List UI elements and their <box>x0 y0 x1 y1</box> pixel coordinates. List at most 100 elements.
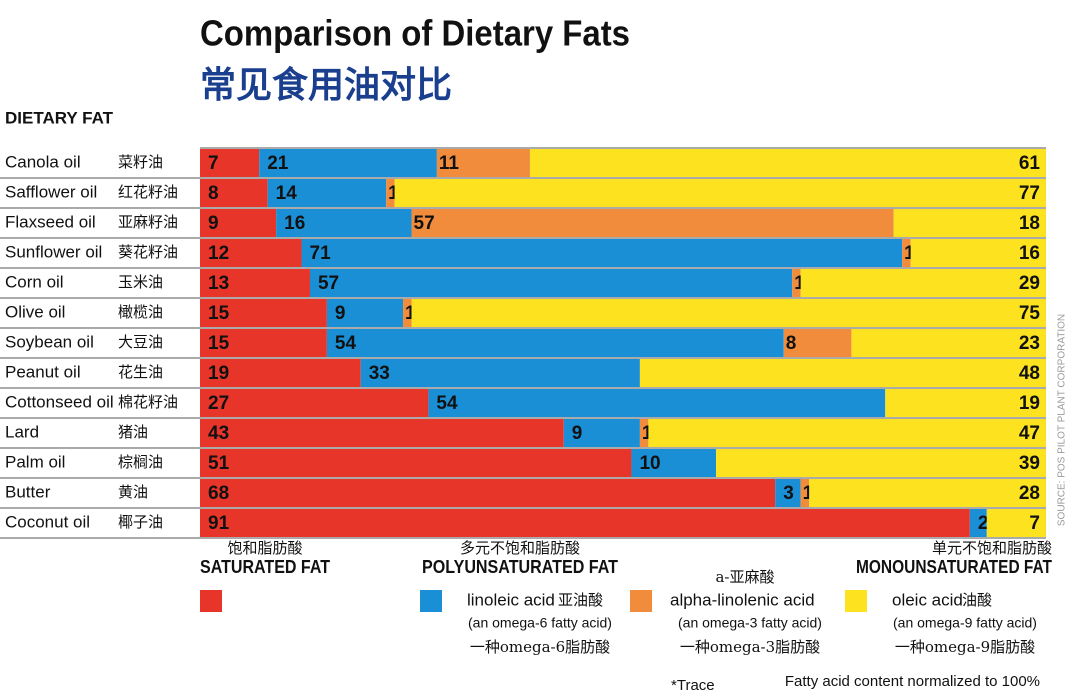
value-label: 68 <box>208 483 229 504</box>
category-label: Soybean oil <box>5 332 94 351</box>
legend-note-zh: 一种omega-9脂肪酸 <box>895 638 1035 656</box>
value-label: 8 <box>208 183 219 204</box>
chart-title: Comparison of Dietary Fats <box>200 13 630 54</box>
bar-segment <box>529 149 1046 177</box>
category-label: Corn oil <box>5 272 64 291</box>
bar-segment <box>969 509 987 537</box>
bar-segment <box>648 419 1046 447</box>
value-label: 1 <box>642 423 653 444</box>
category-label-zh: 亚麻籽油 <box>118 213 178 231</box>
value-label: 1 <box>388 183 399 204</box>
bar-segment <box>200 239 302 267</box>
legend-swatch <box>630 590 652 612</box>
value-label: 16 <box>1019 243 1040 264</box>
value-label: 1 <box>904 243 915 264</box>
category-label-zh: 菜籽油 <box>118 153 163 171</box>
value-label: 16 <box>284 213 305 234</box>
value-label: 21 <box>267 153 289 174</box>
value-label: 77 <box>1019 183 1040 204</box>
bar-segment <box>259 149 437 177</box>
bar-segment <box>851 329 1046 357</box>
legend-group-zh: 多元不饱和脂肪酸 <box>460 539 580 557</box>
legend-group: SATURATED FAT <box>200 557 330 577</box>
value-label: 33 <box>369 363 390 384</box>
bar-segment <box>893 209 1046 237</box>
value-label: 15 <box>208 303 230 324</box>
value-label: 8 <box>786 333 797 354</box>
value-label: 1 <box>794 273 805 294</box>
note: Fatty acid content normalized to 100% <box>785 673 1040 690</box>
bar-segment <box>267 179 387 207</box>
value-label: 29 <box>1019 273 1040 294</box>
value-label: 1 <box>803 483 814 504</box>
category-label-zh: 玉米油 <box>118 273 163 291</box>
bar-segment <box>200 509 970 537</box>
value-label: 57 <box>414 213 435 234</box>
value-label: 15 <box>208 333 230 354</box>
legend-note-zh: 一种omega-6脂肪酸 <box>470 638 610 656</box>
value-label: 71 <box>310 243 332 264</box>
value-label: 43 <box>208 423 229 444</box>
bar-segment <box>428 389 886 417</box>
value-label: 2 <box>978 513 989 534</box>
value-label: 13 <box>208 273 229 294</box>
bar-segment <box>200 179 268 207</box>
bar-segment <box>800 269 1046 297</box>
category-label: Sunflower oil <box>5 242 102 261</box>
legend-note: (an omega-9 fatty acid) <box>893 615 1037 631</box>
bar-segment <box>800 479 810 507</box>
category-label-zh: 红花籽油 <box>118 183 178 201</box>
legend-label: linoleic acid <box>467 590 555 609</box>
bar-segment <box>885 389 1046 417</box>
value-label: 7 <box>1029 513 1040 534</box>
bar-segment <box>986 509 1046 537</box>
bar-segment <box>200 359 361 387</box>
legend-group: MONOUNSATURATED FAT <box>856 557 1052 577</box>
legend-note: (an omega-6 fatty acid) <box>468 615 612 631</box>
bar-segment <box>200 269 310 297</box>
category-label: Olive oil <box>5 302 65 321</box>
category-label: Coconut oil <box>5 512 90 531</box>
bar-segment <box>326 329 784 357</box>
value-label: 61 <box>1019 153 1041 174</box>
legend-swatch <box>200 590 222 612</box>
value-label: 19 <box>208 363 229 384</box>
category-label-zh: 椰子油 <box>118 513 163 531</box>
legend-label: alpha-linolenic acid <box>670 590 815 609</box>
category-label: Lard <box>5 422 39 441</box>
bar-segment <box>360 359 640 387</box>
value-label: 19 <box>1019 393 1040 414</box>
value-label: 51 <box>208 453 230 474</box>
bar-segment <box>200 209 277 237</box>
value-label: 48 <box>1019 363 1040 384</box>
value-label: 11 <box>439 153 460 174</box>
value-label: 27 <box>208 393 229 414</box>
legend-label-zh: 亚油酸 <box>558 591 603 609</box>
bar-segment <box>716 449 1046 477</box>
bar-segment <box>386 179 395 207</box>
category-label-zh: 大豆油 <box>118 333 163 351</box>
category-label-zh: 葵花籽油 <box>118 243 178 261</box>
value-label: 12 <box>208 243 229 264</box>
bar-segment <box>639 359 1046 387</box>
bar-segment <box>910 239 1046 267</box>
bar-segment <box>200 389 429 417</box>
category-label: Flaxseed oil <box>5 212 96 231</box>
legend-note-zh: 一种omega-3脂肪酸 <box>680 638 820 656</box>
y-axis-label: DIETARY FAT <box>5 108 114 127</box>
value-label: 75 <box>1019 303 1041 324</box>
category-label: Butter <box>5 482 51 501</box>
bar-segment <box>309 269 793 297</box>
legend-label: oleic acid <box>892 590 963 609</box>
category-label-zh: 花生油 <box>118 363 163 381</box>
legend-group-zh: 单元不饱和脂肪酸 <box>932 539 1052 557</box>
bar-segment <box>639 419 649 447</box>
bar-segment <box>792 269 801 297</box>
value-label: 14 <box>276 183 298 204</box>
legend-note: (an omega-3 fatty acid) <box>678 615 822 631</box>
category-label: Canola oil <box>5 152 81 171</box>
category-label-zh: 黄油 <box>118 483 148 501</box>
value-label: 3 <box>783 483 794 504</box>
category-label: Cottonseed oil <box>5 392 114 411</box>
